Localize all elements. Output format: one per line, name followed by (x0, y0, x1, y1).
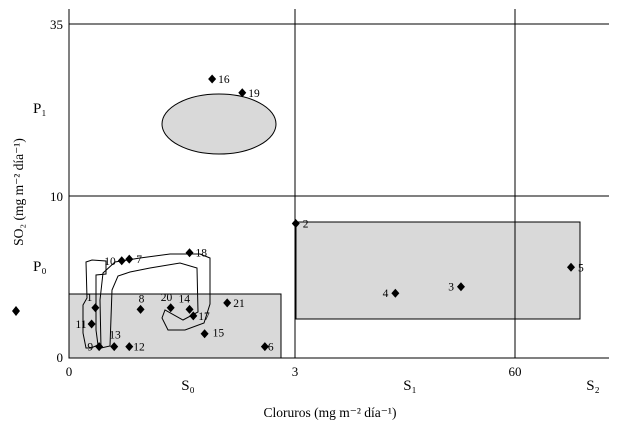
data-label-20: 20 (161, 292, 173, 304)
data-label-19: 19 (248, 88, 260, 100)
data-label-8: 8 (139, 293, 145, 305)
data-label-18: 18 (196, 248, 208, 260)
data-point-1 (91, 303, 100, 313)
data-point-7 (125, 254, 134, 264)
x-tick-3: 3 (292, 364, 299, 379)
x-category-s2: S₂ (586, 378, 600, 394)
data-label-15: 15 (213, 328, 225, 340)
data-point-8 (136, 304, 145, 314)
data-label-13: 13 (109, 330, 121, 342)
data-point-9 (95, 342, 104, 352)
data-point-5 (567, 262, 575, 272)
data-label-16: 16 (218, 74, 230, 86)
y-tick-0: 0 (57, 350, 64, 365)
region-p1-cluster (161, 93, 277, 155)
y-tick-10: 10 (50, 189, 63, 204)
data-label-6: 6 (268, 342, 274, 354)
data-label-14: 14 (179, 293, 191, 305)
y-axis-label: SO₂ (mg m⁻² día⁻¹) (11, 138, 26, 246)
data-point-13 (110, 342, 119, 352)
x-category-s0: S₀ (181, 378, 195, 394)
cluster-outline-b (99, 253, 211, 349)
data-label-1: 1 (87, 292, 93, 304)
y-tick-35: 35 (50, 17, 63, 32)
data-point-11 (87, 319, 96, 329)
data-label-11: 11 (76, 319, 87, 331)
data-label-3: 3 (448, 282, 454, 294)
x-category-s1: S₁ (403, 378, 417, 394)
data-point-20 (166, 303, 175, 313)
data-point-6 (260, 342, 269, 352)
plot-frame (68, 9, 609, 359)
data-point-21 (223, 298, 232, 308)
x-axis-label: Cloruros (mg m⁻² día⁻¹) (264, 405, 397, 420)
data-label-21: 21 (233, 298, 245, 310)
data-point-10 (117, 256, 126, 266)
data-label-12: 12 (133, 342, 145, 354)
data-point-17 (189, 311, 198, 321)
y-category-p0: P₀ (33, 259, 47, 275)
data-point-4 (391, 288, 400, 298)
data-point-12 (125, 342, 134, 352)
data-point-19 (238, 88, 247, 98)
data-point-18 (185, 248, 194, 258)
data-point-14 (185, 304, 194, 314)
y-category-p1: P₁ (33, 101, 47, 117)
region-s1-p0 (295, 221, 581, 320)
data-point-2 (291, 219, 300, 229)
data-label-10: 10 (104, 256, 116, 268)
data-label-4: 4 (383, 288, 389, 300)
data-point-3 (456, 282, 465, 292)
data-label-2: 2 (303, 219, 309, 231)
data-label-9: 9 (87, 342, 93, 354)
x-tick-60: 60 (509, 364, 522, 379)
data-label-7: 7 (136, 254, 142, 266)
legend-marker (12, 306, 20, 316)
data-point-15 (200, 329, 209, 339)
x-tick-0: 0 (66, 364, 73, 379)
data-point-16 (208, 74, 217, 84)
data-label-5: 5 (578, 262, 584, 274)
data-label-17: 17 (198, 311, 210, 323)
